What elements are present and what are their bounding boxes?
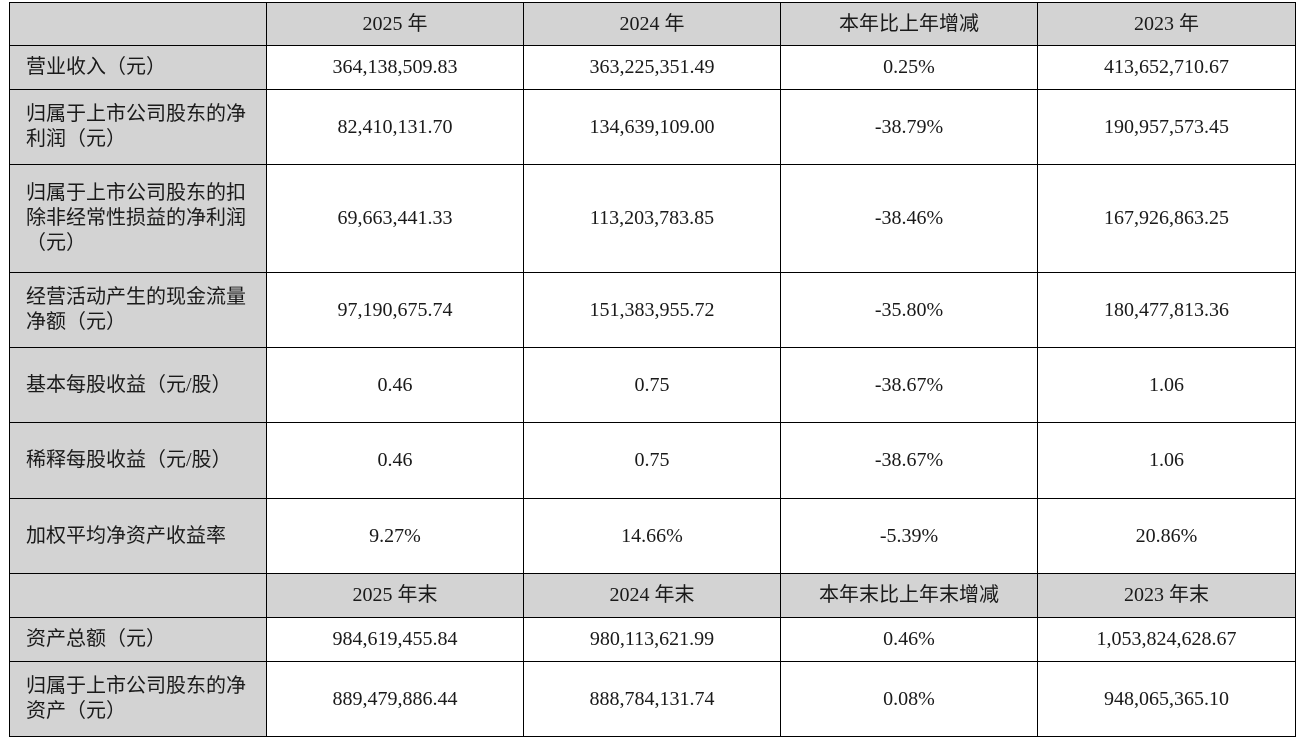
- row-label: 归属于上市公司股东的净利润（元）: [9, 89, 267, 165]
- value-2025: 0.46: [266, 347, 524, 423]
- table-row: 稀释每股收益（元/股） 0.46 0.75 -38.67% 1.06: [9, 422, 1296, 499]
- value-2023: 948,065,365.10: [1037, 661, 1296, 737]
- value-change: -38.67%: [780, 347, 1038, 423]
- row-label: 资产总额（元）: [9, 617, 267, 662]
- value-change: -35.80%: [780, 272, 1038, 348]
- row-label: 归属于上市公司股东的扣除非经常性损益的净利润（元）: [9, 164, 267, 273]
- table-row: 基本每股收益（元/股） 0.46 0.75 -38.67% 1.06: [9, 347, 1296, 423]
- value-2024: 0.75: [523, 347, 781, 423]
- value-2023: 413,652,710.67: [1037, 45, 1296, 90]
- value-2023: 1.06: [1037, 347, 1296, 423]
- value-change: -5.39%: [780, 498, 1038, 574]
- value-change: 0.46%: [780, 617, 1038, 662]
- value-change: -38.67%: [780, 422, 1038, 499]
- table-row: 营业收入（元） 364,138,509.83 363,225,351.49 0.…: [9, 45, 1296, 90]
- table-row: 经营活动产生的现金流量净额（元） 97,190,675.74 151,383,9…: [9, 272, 1296, 348]
- value-2023: 1,053,824,628.67: [1037, 617, 1296, 662]
- header-2024-end: 2024 年末: [523, 573, 781, 618]
- value-2024: 980,113,621.99: [523, 617, 781, 662]
- income-header-row: 2025 年 2024 年 本年比上年增减 2023 年: [9, 2, 1296, 46]
- value-2024: 113,203,783.85: [523, 164, 781, 273]
- value-change: -38.79%: [780, 89, 1038, 165]
- row-label: 基本每股收益（元/股）: [9, 347, 267, 423]
- balance-header-row: 2025 年末 2024 年末 本年末比上年末增减 2023 年末: [9, 573, 1296, 618]
- row-label: 经营活动产生的现金流量净额（元）: [9, 272, 267, 348]
- value-2023: 190,957,573.45: [1037, 89, 1296, 165]
- value-change: 0.08%: [780, 661, 1038, 737]
- value-2024: 14.66%: [523, 498, 781, 574]
- value-2025: 82,410,131.70: [266, 89, 524, 165]
- row-label: 归属于上市公司股东的净资产（元）: [9, 661, 267, 737]
- header-2023-end: 2023 年末: [1037, 573, 1296, 618]
- table-row: 归属于上市公司股东的净利润（元） 82,410,131.70 134,639,1…: [9, 89, 1296, 165]
- row-label: 营业收入（元）: [9, 45, 267, 90]
- value-2025: 364,138,509.83: [266, 45, 524, 90]
- row-label: 稀释每股收益（元/股）: [9, 422, 267, 499]
- value-change: 0.25%: [780, 45, 1038, 90]
- header-2025: 2025 年: [266, 2, 524, 46]
- table-row: 归属于上市公司股东的净资产（元） 889,479,886.44 888,784,…: [9, 661, 1296, 737]
- value-2024: 888,784,131.74: [523, 661, 781, 737]
- value-2023: 167,926,863.25: [1037, 164, 1296, 273]
- value-2025: 69,663,441.33: [266, 164, 524, 273]
- value-2023: 1.06: [1037, 422, 1296, 499]
- header-2023: 2023 年: [1037, 2, 1296, 46]
- value-2023: 20.86%: [1037, 498, 1296, 574]
- value-2024: 363,225,351.49: [523, 45, 781, 90]
- header-blank: [9, 573, 267, 618]
- row-label: 加权平均净资产收益率: [9, 498, 267, 574]
- value-2025: 97,190,675.74: [266, 272, 524, 348]
- value-2025: 9.27%: [266, 498, 524, 574]
- value-2025: 984,619,455.84: [266, 617, 524, 662]
- value-2023: 180,477,813.36: [1037, 272, 1296, 348]
- value-change: -38.46%: [780, 164, 1038, 273]
- value-2024: 134,639,109.00: [523, 89, 781, 165]
- table-row: 加权平均净资产收益率 9.27% 14.66% -5.39% 20.86%: [9, 498, 1296, 574]
- header-change: 本年比上年增减: [780, 2, 1038, 46]
- header-2024: 2024 年: [523, 2, 781, 46]
- value-2024: 0.75: [523, 422, 781, 499]
- value-2025: 0.46: [266, 422, 524, 499]
- table-row: 资产总额（元） 984,619,455.84 980,113,621.99 0.…: [9, 617, 1296, 662]
- value-2025: 889,479,886.44: [266, 661, 524, 737]
- header-blank: [9, 2, 267, 46]
- financial-summary-table: 2025 年 2024 年 本年比上年增减 2023 年 营业收入（元） 364…: [9, 2, 1296, 737]
- header-change-end: 本年末比上年末增减: [780, 573, 1038, 618]
- header-2025-end: 2025 年末: [266, 573, 524, 618]
- value-2024: 151,383,955.72: [523, 272, 781, 348]
- table-row: 归属于上市公司股东的扣除非经常性损益的净利润（元） 69,663,441.33 …: [9, 164, 1296, 273]
